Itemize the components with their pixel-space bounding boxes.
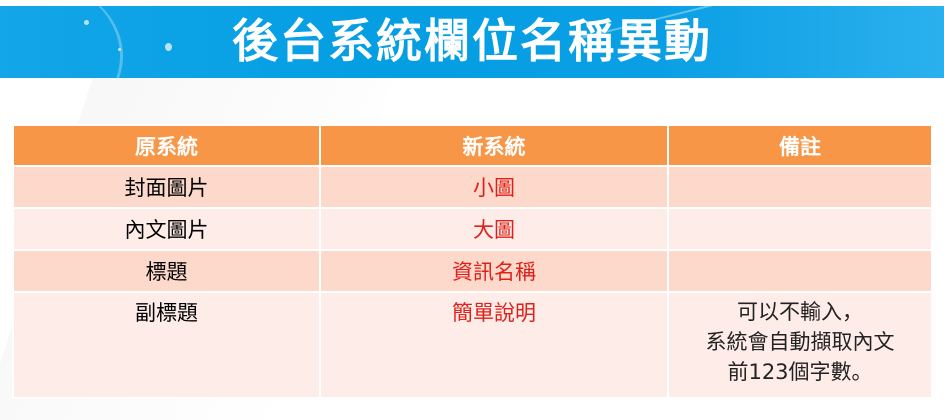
banner-dot — [165, 43, 172, 51]
old-field: 封面圖片 — [12, 165, 321, 209]
old-field: 內文圖片 — [12, 207, 321, 251]
header-old-system: 原系統 — [12, 124, 321, 167]
new-field: 大圖 — [319, 207, 669, 251]
note-cell — [667, 207, 933, 251]
note-cell: 可以不輸入， 系統會自動擷取內文 前123個字數。 — [667, 291, 933, 399]
table-row: 內文圖片 大圖 — [12, 207, 933, 251]
new-field: 簡單說明 — [319, 291, 669, 399]
banner-arc — [0, 6, 123, 78]
old-field: 副標題 — [12, 291, 321, 399]
title-banner: 後台系統欄位名稱異動 — [0, 6, 944, 78]
note-cell — [667, 249, 933, 293]
header-notes: 備註 — [667, 124, 933, 167]
note-line: 可以不輸入， — [737, 300, 863, 324]
field-mapping-table: 原系統 新系統 備註 封面圖片 小圖 內文圖片 大圖 標題 資訊名稱 副標題 簡… — [12, 124, 933, 399]
table-header-row: 原系統 新系統 備註 — [12, 124, 933, 167]
note-cell — [667, 165, 933, 209]
table-row: 標題 資訊名稱 — [12, 249, 933, 293]
banner-dot — [84, 20, 89, 25]
banner-dot — [118, 48, 121, 51]
note-line: 前123個字數。 — [727, 360, 873, 384]
header-new-system: 新系統 — [319, 124, 669, 167]
page-title: 後台系統欄位名稱異動 — [232, 14, 712, 68]
table-row: 封面圖片 小圖 — [12, 165, 933, 209]
old-field: 標題 — [12, 249, 321, 293]
table-row: 副標題 簡單說明 可以不輸入， 系統會自動擷取內文 前123個字數。 — [12, 291, 933, 399]
note-line: 系統會自動擷取內文 — [705, 330, 895, 354]
new-field: 小圖 — [319, 165, 669, 209]
new-field: 資訊名稱 — [319, 249, 669, 293]
